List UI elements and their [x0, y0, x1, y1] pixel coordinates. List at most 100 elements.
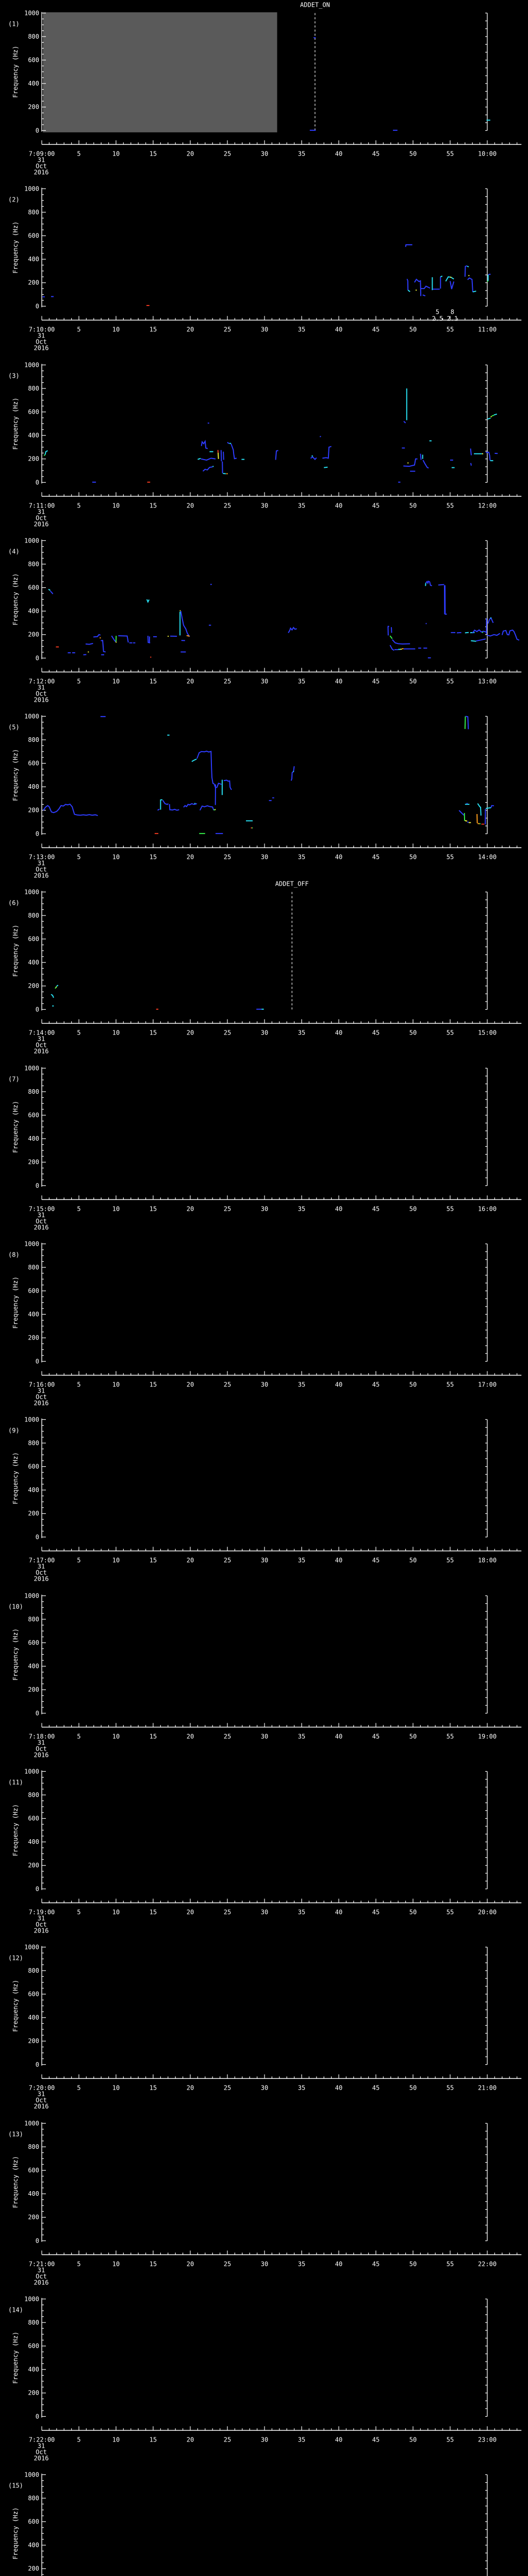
date-label: Oct — [36, 338, 47, 346]
y-tick-label: 400 — [28, 1663, 39, 1670]
x-tick-label: 25 — [224, 502, 231, 509]
signal-trace — [420, 453, 422, 460]
signal-trace — [422, 460, 429, 469]
signal-trace — [487, 617, 494, 624]
signal-trace — [115, 641, 117, 643]
date-label: 2016 — [34, 2454, 49, 2462]
x-tick-label: 35 — [298, 1557, 305, 1564]
panel-index-label: (10) — [8, 1603, 23, 1610]
signal-trace — [43, 454, 46, 456]
date-label: 31 — [38, 1387, 45, 1394]
signal-trace — [290, 766, 295, 781]
y-tick-label: 0 — [36, 1885, 39, 1892]
x-tick-label: 25 — [224, 150, 231, 157]
x-tick-label: 15 — [150, 1908, 157, 1916]
x-end-time-label: 10:00 — [478, 150, 497, 157]
date-label: 2016 — [34, 872, 49, 879]
y-tick-label: 600 — [28, 1639, 39, 1646]
signal-trace — [490, 416, 492, 417]
panel-index-label: (15) — [8, 2482, 23, 2489]
y-tick-label: 600 — [28, 2342, 39, 2349]
signal-trace — [403, 458, 418, 467]
x-tick-label: 15 — [150, 1733, 157, 1740]
y-tick-label: 400 — [28, 1311, 39, 1318]
y-axis-title: Frequency (Hz) — [12, 2156, 19, 2208]
x-tick-label: 35 — [298, 1205, 305, 1212]
date-label: 31 — [38, 2266, 45, 2274]
date-label: 31 — [38, 1211, 45, 1218]
panel-index-label: (5) — [8, 724, 20, 731]
x-tick-label: 30 — [261, 502, 268, 509]
x-tick-label: 15 — [150, 2260, 157, 2267]
x-tick-label: 30 — [261, 150, 268, 157]
x-start-time-label: 7:19:00 — [29, 1908, 55, 1916]
date-label: Oct — [36, 1745, 47, 1752]
y-tick-label: 800 — [28, 1791, 39, 1799]
signal-trace — [101, 639, 106, 653]
x-tick-label: 25 — [224, 2084, 231, 2092]
x-tick-label: 30 — [261, 1908, 268, 1916]
y-tick-label: 600 — [28, 2518, 39, 2526]
y-tick-label: 800 — [28, 2143, 39, 2150]
x-tick-label: 35 — [298, 502, 305, 509]
date-label: 31 — [38, 1739, 45, 1746]
date-label: Oct — [36, 2448, 47, 2455]
x-tick-label: 35 — [298, 1381, 305, 1388]
y-tick-label: 0 — [36, 654, 39, 662]
x-tick-label: 10 — [112, 854, 120, 861]
x-end-time-label: 23:00 — [478, 2436, 497, 2443]
signal-trace — [227, 442, 229, 444]
date-label: 31 — [38, 1036, 45, 1043]
y-axis-title: Frequency (Hz) — [12, 397, 19, 449]
y-tick-label: 600 — [28, 1463, 39, 1470]
spectrogram-panel-2: 0 200 400 600 800 1000 Frequency (Hz) (2) 5 10 15 2… — [8, 185, 522, 352]
y-tick-label: 600 — [28, 232, 39, 240]
date-label: 2016 — [34, 696, 49, 703]
x-tick-label: 30 — [261, 677, 268, 685]
x-end-time-label: 11:00 — [478, 326, 497, 333]
y-tick-label: 200 — [28, 104, 39, 111]
date-label: 31 — [38, 1563, 45, 1570]
x-tick-label: 5 — [77, 677, 80, 685]
date-label: Oct — [36, 1042, 47, 1049]
x-tick-label: 50 — [409, 1029, 417, 1037]
y-tick-label: 400 — [28, 783, 39, 790]
spectrogram-panel-5: 0 200 400 600 800 1000 Frequency (Hz) (5) 5 10 15 2… — [8, 713, 522, 879]
y-tick-label: 0 — [36, 1006, 39, 1013]
y-tick-label: 0 — [36, 1709, 39, 1717]
x-tick-label: 40 — [335, 2260, 342, 2267]
panel-index-label: (14) — [8, 2306, 23, 2313]
signal-trace — [50, 590, 54, 595]
x-tick-label: 15 — [150, 1381, 157, 1388]
x-start-time-label: 7:16:00 — [29, 1381, 55, 1388]
signal-trace — [199, 805, 214, 811]
date-label: 2016 — [34, 1575, 49, 1583]
y-tick-label: 1000 — [24, 889, 39, 896]
x-tick-label: 40 — [335, 854, 342, 861]
date-label: Oct — [36, 1921, 47, 1928]
x-tick-label: 25 — [224, 1029, 231, 1037]
date-label: 31 — [38, 508, 45, 515]
signal-trace — [196, 751, 214, 785]
y-axis-title: Frequency (Hz) — [12, 1277, 19, 1329]
x-tick-label: 20 — [187, 1029, 194, 1037]
date-label: 2016 — [34, 1048, 49, 1055]
y-tick-label: 0 — [36, 1358, 39, 1365]
date-label: 2016 — [34, 1399, 49, 1406]
x-tick-label: 40 — [335, 1908, 342, 1916]
x-tick-label: 35 — [298, 1733, 305, 1740]
spectrogram-panel-4: 0 200 400 600 800 1000 Frequency (Hz) (4) 5 10 15 2… — [8, 537, 522, 703]
y-tick-label: 400 — [28, 1135, 39, 1142]
y-tick-label: 200 — [28, 1862, 39, 1869]
x-tick-label: 45 — [372, 1029, 380, 1037]
spectrogram-panel-6: 0 200 400 600 800 1000 Frequency (Hz) (6) 5 10 15 2… — [8, 880, 522, 1055]
signal-trace — [490, 805, 494, 808]
x-tick-label: 25 — [224, 1733, 231, 1740]
x-tick-label: 35 — [298, 854, 305, 861]
x-tick-label: 25 — [224, 1381, 231, 1388]
x-start-time-label: 7:18:00 — [29, 1733, 55, 1740]
x-tick-label: 55 — [447, 854, 454, 861]
x-tick-label: 10 — [112, 1733, 120, 1740]
signal-trace — [414, 278, 422, 297]
date-label: Oct — [36, 514, 47, 521]
